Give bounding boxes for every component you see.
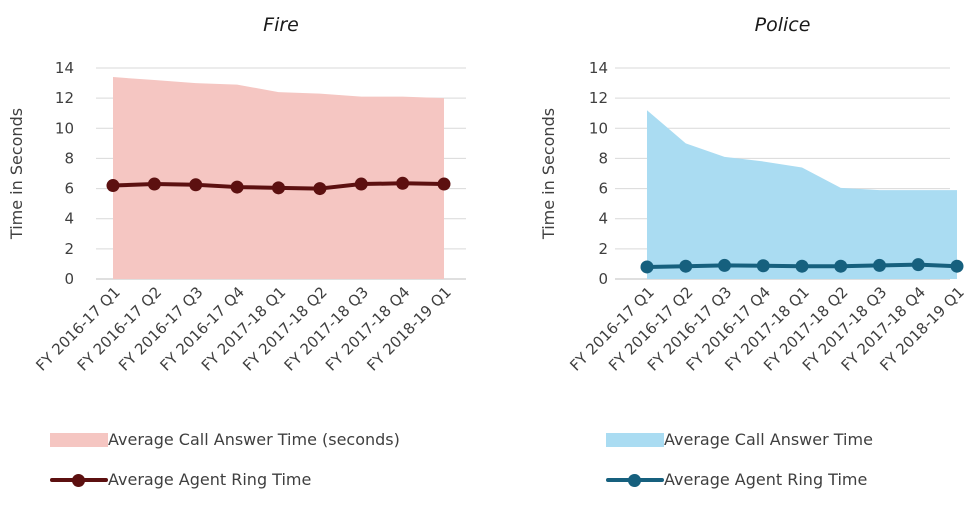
y-tick-label: 14	[589, 59, 608, 77]
y-tick-label: 12	[55, 89, 74, 107]
y-tick-label: 4	[64, 210, 74, 228]
y-axis-label: Time in Seconds	[539, 108, 558, 240]
line-point	[147, 177, 161, 191]
fire-legend-line-marker	[50, 473, 108, 487]
line-point	[230, 180, 244, 194]
area-series	[113, 77, 444, 280]
line-point	[950, 259, 964, 273]
y-tick-label: 10	[55, 119, 74, 137]
line-point	[756, 259, 770, 273]
chart-title: Fire	[263, 14, 299, 36]
police-legend-line-item: Average Agent Ring Time	[606, 470, 867, 489]
line-point	[834, 259, 848, 273]
y-tick-label: 8	[598, 149, 608, 167]
fire-legend-line-item: Average Agent Ring Time	[50, 470, 311, 489]
fire-legend-area-label: Average Call Answer Time (seconds)	[108, 430, 400, 449]
y-tick-label: 8	[64, 149, 74, 167]
fire-legend-line-label: Average Agent Ring Time	[108, 470, 312, 489]
police-legend-area-swatch	[606, 432, 664, 447]
y-tick-label: 10	[589, 119, 608, 137]
chart-title: Police	[755, 14, 811, 36]
y-tick-label: 0	[598, 270, 608, 288]
line-point	[437, 177, 451, 191]
fire-legend: Average Call Answer Time (seconds) Avera…	[0, 420, 484, 520]
line-point	[911, 258, 925, 272]
police-legend: Average Call Answer Time Average Agent R…	[484, 420, 968, 520]
police-legend-line-marker	[606, 473, 664, 487]
y-tick-label: 6	[64, 180, 74, 198]
line-point	[718, 258, 731, 272]
fire-chart-panel: Fire 0 2 4 6 8 10 12 14 Time in Seconds FY 2016-17…	[0, 0, 484, 495]
line-point	[396, 176, 410, 190]
y-tick-label: 6	[598, 180, 608, 198]
fire-legend-area-item: Average Call Answer Time (seconds)	[50, 430, 400, 449]
y-tick-label: 0	[64, 270, 74, 288]
line-point	[679, 259, 693, 273]
line-point	[354, 177, 368, 191]
line-point	[640, 260, 654, 274]
y-axis-label: Time in Seconds	[7, 108, 26, 240]
y-tick-label: 2	[598, 240, 608, 258]
y-tick-label: 12	[589, 89, 608, 107]
line-point	[272, 181, 285, 195]
police-legend-area-label: Average Call Answer Time	[664, 430, 873, 449]
line-point	[873, 258, 886, 272]
police-legend-line-label: Average Agent Ring Time	[664, 470, 868, 489]
fire-legend-area-swatch	[50, 432, 108, 447]
area-series	[647, 110, 957, 279]
y-tick-label: 2	[64, 240, 74, 258]
line-point	[189, 178, 203, 192]
line-point	[313, 182, 327, 196]
y-tick-label: 14	[55, 59, 74, 77]
y-tick-label: 4	[598, 210, 608, 228]
police-chart-panel: Police 0 2 4 6 8 10 12 14 Time in Seconds FY 2016-…	[484, 0, 968, 495]
line-point	[795, 259, 809, 273]
police-legend-area-item: Average Call Answer Time	[606, 430, 873, 449]
line-point	[106, 179, 120, 193]
